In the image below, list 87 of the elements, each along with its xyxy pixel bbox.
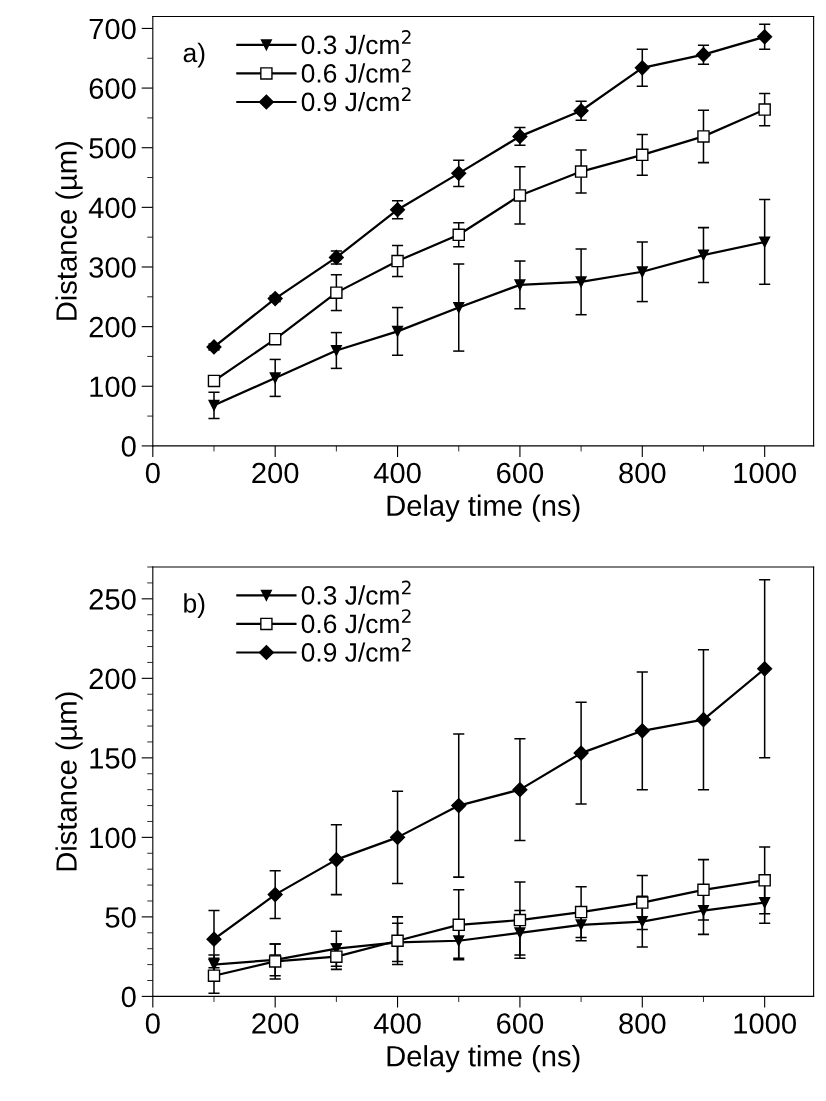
point xyxy=(636,148,649,162)
y-axis-title: Distance (µm) xyxy=(55,141,83,320)
y-tick-label: 50 xyxy=(105,907,136,928)
x-tick-label: 200 xyxy=(252,462,299,484)
y-tick-label: 100 xyxy=(90,827,136,849)
y-tick-label: 0 xyxy=(121,986,136,1008)
x-tick-label: 400 xyxy=(373,462,421,484)
y-tick-label: 600 xyxy=(89,78,136,99)
point xyxy=(697,883,710,897)
point xyxy=(452,228,465,242)
y-tick-label: 300 xyxy=(89,257,136,278)
x-tick-label: 0 xyxy=(145,462,160,484)
point xyxy=(391,325,404,337)
point xyxy=(636,266,648,278)
x-tick-label: 600 xyxy=(497,1013,544,1034)
point xyxy=(759,897,771,909)
point xyxy=(695,712,712,728)
legend-label: 0.9 J/cm$^{2}$ xyxy=(301,87,411,112)
x-tick-label: 600 xyxy=(497,462,544,484)
point xyxy=(268,332,282,346)
point xyxy=(207,969,221,982)
point xyxy=(634,723,650,739)
x-tick-label: 1000 xyxy=(734,1013,796,1034)
y-tick-label: 200 xyxy=(89,316,136,338)
x-tick-label: 800 xyxy=(619,1013,666,1034)
point xyxy=(269,372,281,384)
point xyxy=(573,745,589,761)
point xyxy=(328,852,344,868)
point xyxy=(451,165,467,181)
x-tick-label: 1000 xyxy=(734,462,796,484)
point xyxy=(574,165,588,178)
point xyxy=(636,916,648,928)
point xyxy=(514,279,526,291)
y-tick-label: 250 xyxy=(89,589,136,610)
point xyxy=(330,344,342,357)
point xyxy=(634,60,650,76)
point xyxy=(451,797,467,814)
y-tick-label: 500 xyxy=(89,137,136,159)
x-tick-label: 800 xyxy=(619,462,666,484)
point xyxy=(758,874,771,887)
y-tick-label: 0 xyxy=(121,436,136,457)
y-tick-label: 400 xyxy=(88,197,136,219)
point xyxy=(574,905,588,919)
legend-label: 0.3 J/cm$^{2}$ xyxy=(301,30,411,55)
point xyxy=(452,918,465,932)
point xyxy=(206,339,222,355)
point xyxy=(636,896,649,909)
point xyxy=(512,782,528,798)
x-axis-title: Delay time (ns) xyxy=(387,494,580,522)
point xyxy=(757,661,773,677)
y-tick-label: 200 xyxy=(89,668,136,690)
y-tick-label: 100 xyxy=(90,376,136,398)
point xyxy=(267,291,283,307)
y-tick-label: 700 xyxy=(89,18,136,40)
legend-label: 0.6 J/cm$^{2}$ xyxy=(301,58,411,83)
annotation: b) xyxy=(184,593,205,618)
point xyxy=(330,950,343,963)
annotation: a) xyxy=(183,42,205,68)
point xyxy=(207,374,221,388)
point xyxy=(758,103,771,116)
point xyxy=(267,887,283,903)
point xyxy=(759,236,771,248)
x-tick-label: 200 xyxy=(252,1013,299,1034)
legend-label: 0.9 J/cm$^{2}$ xyxy=(301,637,411,662)
point xyxy=(575,276,587,288)
legend-label: 0.6 J/cm$^{2}$ xyxy=(301,609,411,634)
y-tick-label: 150 xyxy=(90,748,136,769)
point xyxy=(514,927,526,939)
point xyxy=(208,399,220,411)
x-tick-label: 0 xyxy=(145,1013,160,1034)
point xyxy=(206,931,222,947)
point xyxy=(453,301,465,314)
point xyxy=(330,286,343,299)
point xyxy=(697,249,710,261)
point xyxy=(513,913,527,927)
point xyxy=(389,829,406,845)
point xyxy=(453,935,465,947)
x-tick-label: 400 xyxy=(373,1013,421,1034)
x-axis-title: Delay time (ns) xyxy=(387,1045,580,1073)
point xyxy=(697,904,710,917)
point xyxy=(513,189,527,202)
point xyxy=(391,254,404,268)
point xyxy=(697,130,710,143)
point xyxy=(575,919,587,931)
point xyxy=(757,29,773,45)
y-axis-title: Distance (µm) xyxy=(55,692,83,871)
legend-label: 0.3 J/cm$^{2}$ xyxy=(301,580,411,605)
